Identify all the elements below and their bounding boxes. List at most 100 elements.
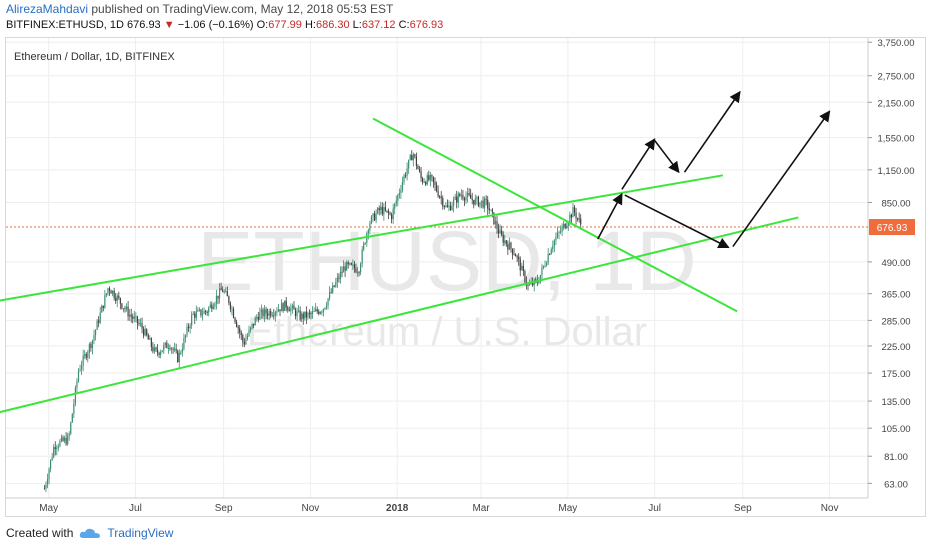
- candle-body: [547, 254, 549, 264]
- candle-body: [245, 339, 247, 345]
- candle-body: [73, 403, 75, 414]
- y-tick-label: 63.00: [884, 479, 908, 490]
- candle-body: [417, 165, 419, 169]
- down-arrow-icon: ▼: [163, 19, 175, 31]
- candle-body: [276, 311, 278, 313]
- y-tick-label: 135.00: [881, 397, 910, 408]
- candle-body: [116, 295, 118, 301]
- candle-body: [507, 244, 509, 250]
- candle-body: [553, 240, 555, 246]
- candle-body: [456, 196, 458, 203]
- candle-body: [158, 352, 160, 355]
- y-axis: 3,750.00 2,750.00 2,150.00 1,550.00 1,150.00…: [867, 38, 915, 498]
- candle-body: [377, 208, 379, 214]
- candle-body: [87, 352, 89, 358]
- candle-body: [366, 233, 368, 243]
- x-tick-label: May: [39, 503, 58, 514]
- candle-body: [141, 323, 143, 329]
- candle-body: [490, 209, 492, 211]
- x-tick-label: Jul: [648, 503, 661, 514]
- candle-body: [313, 311, 315, 313]
- projection-arrow: [624, 194, 730, 249]
- candle-body: [378, 208, 380, 211]
- candle-body: [418, 168, 421, 172]
- candle-body: [214, 303, 216, 307]
- candle-body: [428, 175, 430, 180]
- candle-body: [150, 338, 152, 347]
- candle-body: [575, 212, 577, 219]
- tradingview-cloud-icon: [80, 528, 101, 538]
- candle-body: [231, 308, 233, 310]
- candle-body: [125, 306, 128, 310]
- x-tick-label: May: [558, 503, 577, 514]
- candle-body: [465, 196, 467, 201]
- x-tick-label: Sep: [215, 503, 233, 514]
- candle-body: [45, 484, 47, 489]
- candle-body: [398, 192, 400, 196]
- candle-body: [367, 230, 369, 234]
- candle-body: [60, 437, 63, 441]
- candle-body: [479, 202, 481, 207]
- current-price-badge: [869, 219, 915, 236]
- candle-body: [327, 298, 329, 306]
- candle-body: [197, 310, 199, 312]
- candle-body: [215, 295, 218, 304]
- y-tick-label: 225.00: [881, 342, 910, 353]
- candle-body: [121, 303, 123, 309]
- candle-body: [538, 282, 540, 284]
- candle-body: [439, 196, 441, 198]
- candle-body: [316, 309, 318, 312]
- candle-body: [349, 263, 351, 265]
- candle-body: [552, 245, 554, 250]
- candle-body: [46, 479, 49, 485]
- ticker-info: BITFINEX:ETHUSD, 1D 676.93 ▼ −1.06 (−0.1…: [6, 19, 443, 31]
- candle-body: [223, 291, 225, 293]
- candle-body: [267, 313, 269, 316]
- candle-body: [98, 320, 100, 323]
- candle-body: [394, 203, 396, 209]
- high-label: H:: [304, 19, 316, 31]
- projection-arrows: [597, 90, 831, 249]
- candle-body: [226, 291, 228, 297]
- candle-body: [420, 171, 422, 179]
- candle-body: [253, 323, 255, 326]
- candle-body: [330, 292, 332, 294]
- candle-body: [403, 175, 405, 182]
- candle-body: [79, 369, 81, 371]
- candle-body: [208, 307, 210, 313]
- y-tick-label: 1,150.00: [878, 166, 915, 177]
- candle-body: [279, 309, 281, 312]
- current-price-label: 676.93: [877, 223, 908, 234]
- candle-body: [189, 325, 191, 329]
- created-with-label: Created with: [6, 526, 74, 540]
- candle-body: [454, 196, 456, 200]
- candle-body: [239, 328, 241, 333]
- candle-body: [203, 310, 205, 314]
- candle-body: [484, 198, 486, 208]
- author-link[interactable]: AlirezaMahdavi: [6, 2, 89, 16]
- watermark-symbol: ETHUSD, 1D: [197, 214, 696, 308]
- candle-body: [569, 214, 571, 223]
- candle-body: [471, 198, 473, 200]
- open-value: 677.99: [268, 19, 302, 31]
- candle-body: [578, 218, 580, 220]
- candle-body: [74, 387, 77, 404]
- candle-body: [256, 316, 258, 318]
- trendline-ascending-channel-lower: [0, 216, 799, 414]
- candle-body: [539, 274, 542, 283]
- candle-body: [284, 300, 286, 311]
- candle-body: [370, 216, 373, 224]
- candle-body: [82, 355, 84, 366]
- candle-body: [129, 314, 131, 317]
- candle-body: [228, 296, 230, 304]
- watermark-name: Ethereum / U.S. Dollar: [247, 310, 647, 354]
- y-tick-label: 3,750.00: [878, 38, 915, 49]
- candle-body: [432, 176, 435, 182]
- candle-body: [453, 199, 455, 206]
- tradingview-brand[interactable]: TradingView: [107, 526, 174, 540]
- candle-body: [220, 288, 222, 291]
- candle-body: [414, 154, 416, 157]
- candle-body: [361, 249, 363, 265]
- projection-arrow: [732, 110, 831, 248]
